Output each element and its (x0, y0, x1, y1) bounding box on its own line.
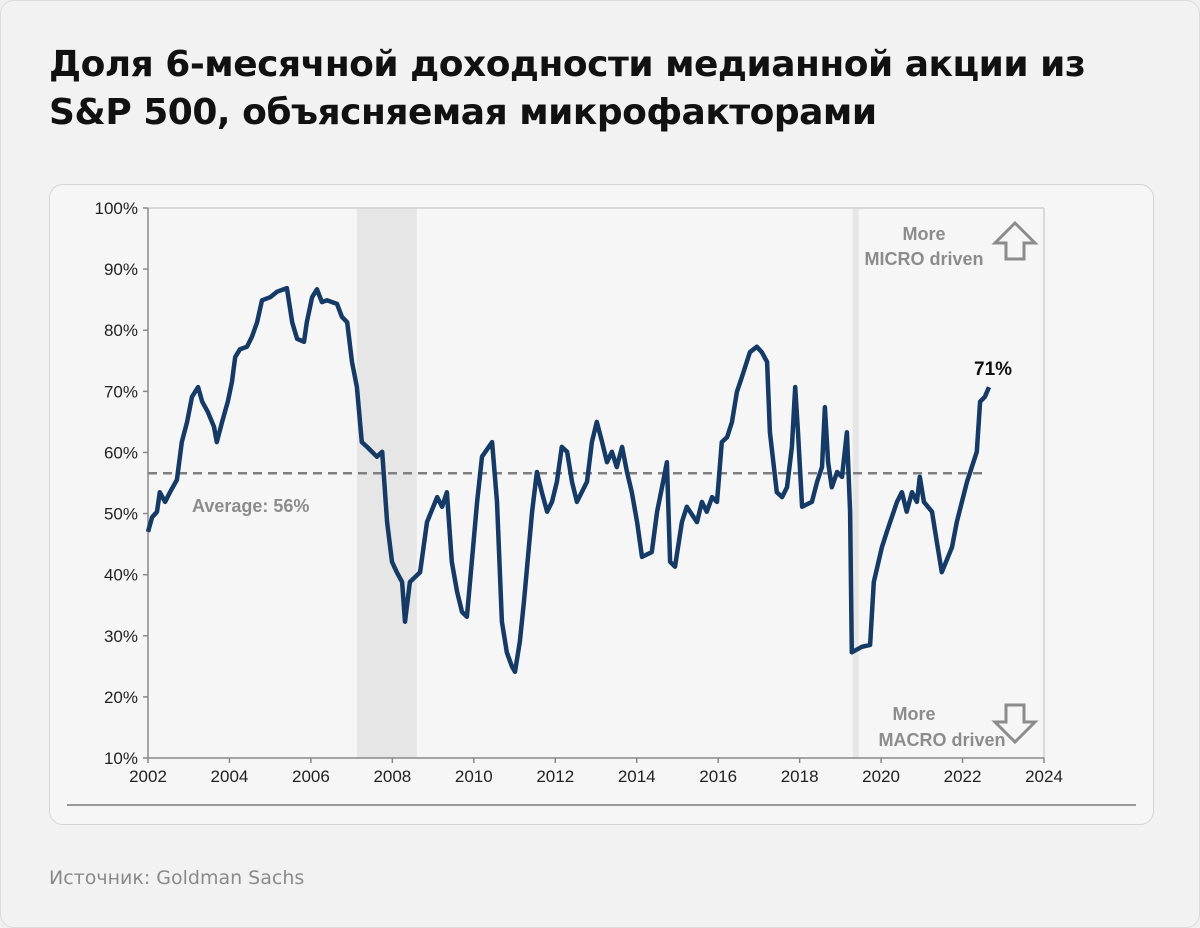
last-value-label: 71% (974, 359, 1012, 380)
y-tick-label: 90% (104, 260, 138, 279)
x-tick-label: 2012 (536, 767, 574, 786)
chart-card: 10% 20% 30% 40% 50% 60% 70% 80% 90% 100% 2002 2004 2… (49, 184, 1154, 825)
source-note: Источник: Goldman Sachs (49, 867, 305, 889)
y-tick-label: 10% (104, 749, 138, 768)
y-tick-label: 20% (104, 688, 138, 707)
x-tick-label: 2006 (292, 767, 330, 786)
micro-annotation-line1: More (902, 224, 945, 244)
x-tick-label: 2014 (618, 767, 656, 786)
y-tick-label: 60% (104, 443, 138, 462)
shaded-period (356, 208, 417, 758)
series-line (145, 285, 992, 675)
page-title: Доля 6-месячной доходности медианной акц… (49, 44, 1086, 133)
y-tick-label: 100% (95, 199, 138, 218)
shaded-period (852, 208, 859, 758)
x-tick-label: 2016 (699, 767, 737, 786)
x-tick-label: 2020 (862, 767, 900, 786)
x-tick-label: 2002 (129, 767, 167, 786)
average-label: Average: 56% (192, 496, 309, 516)
line-chart: 10% 20% 30% 40% 50% 60% 70% 80% 90% 100% 2002 2004 2… (67, 199, 1136, 806)
x-tick-label: 2010 (455, 767, 493, 786)
macro-annotation-line2: MACRO driven (878, 730, 1005, 750)
y-tick-label: 40% (104, 566, 138, 585)
x-tick-label: 2004 (211, 767, 249, 786)
macro-annotation-line1: More (892, 704, 935, 724)
y-tick-label: 50% (104, 505, 138, 524)
x-tick-label: 2024 (1025, 767, 1063, 786)
arrow-down-outline-icon (991, 703, 1039, 745)
micro-annotation-line2: MICRO driven (864, 249, 983, 269)
y-tick-label: 80% (104, 321, 138, 340)
arrow-up-outline-icon (991, 220, 1039, 261)
y-tick-label: 30% (104, 627, 138, 646)
y-tick-label: 70% (104, 382, 138, 401)
x-tick-label: 2022 (944, 767, 982, 786)
x-tick-label: 2008 (373, 767, 411, 786)
x-tick-label: 2018 (781, 767, 819, 786)
